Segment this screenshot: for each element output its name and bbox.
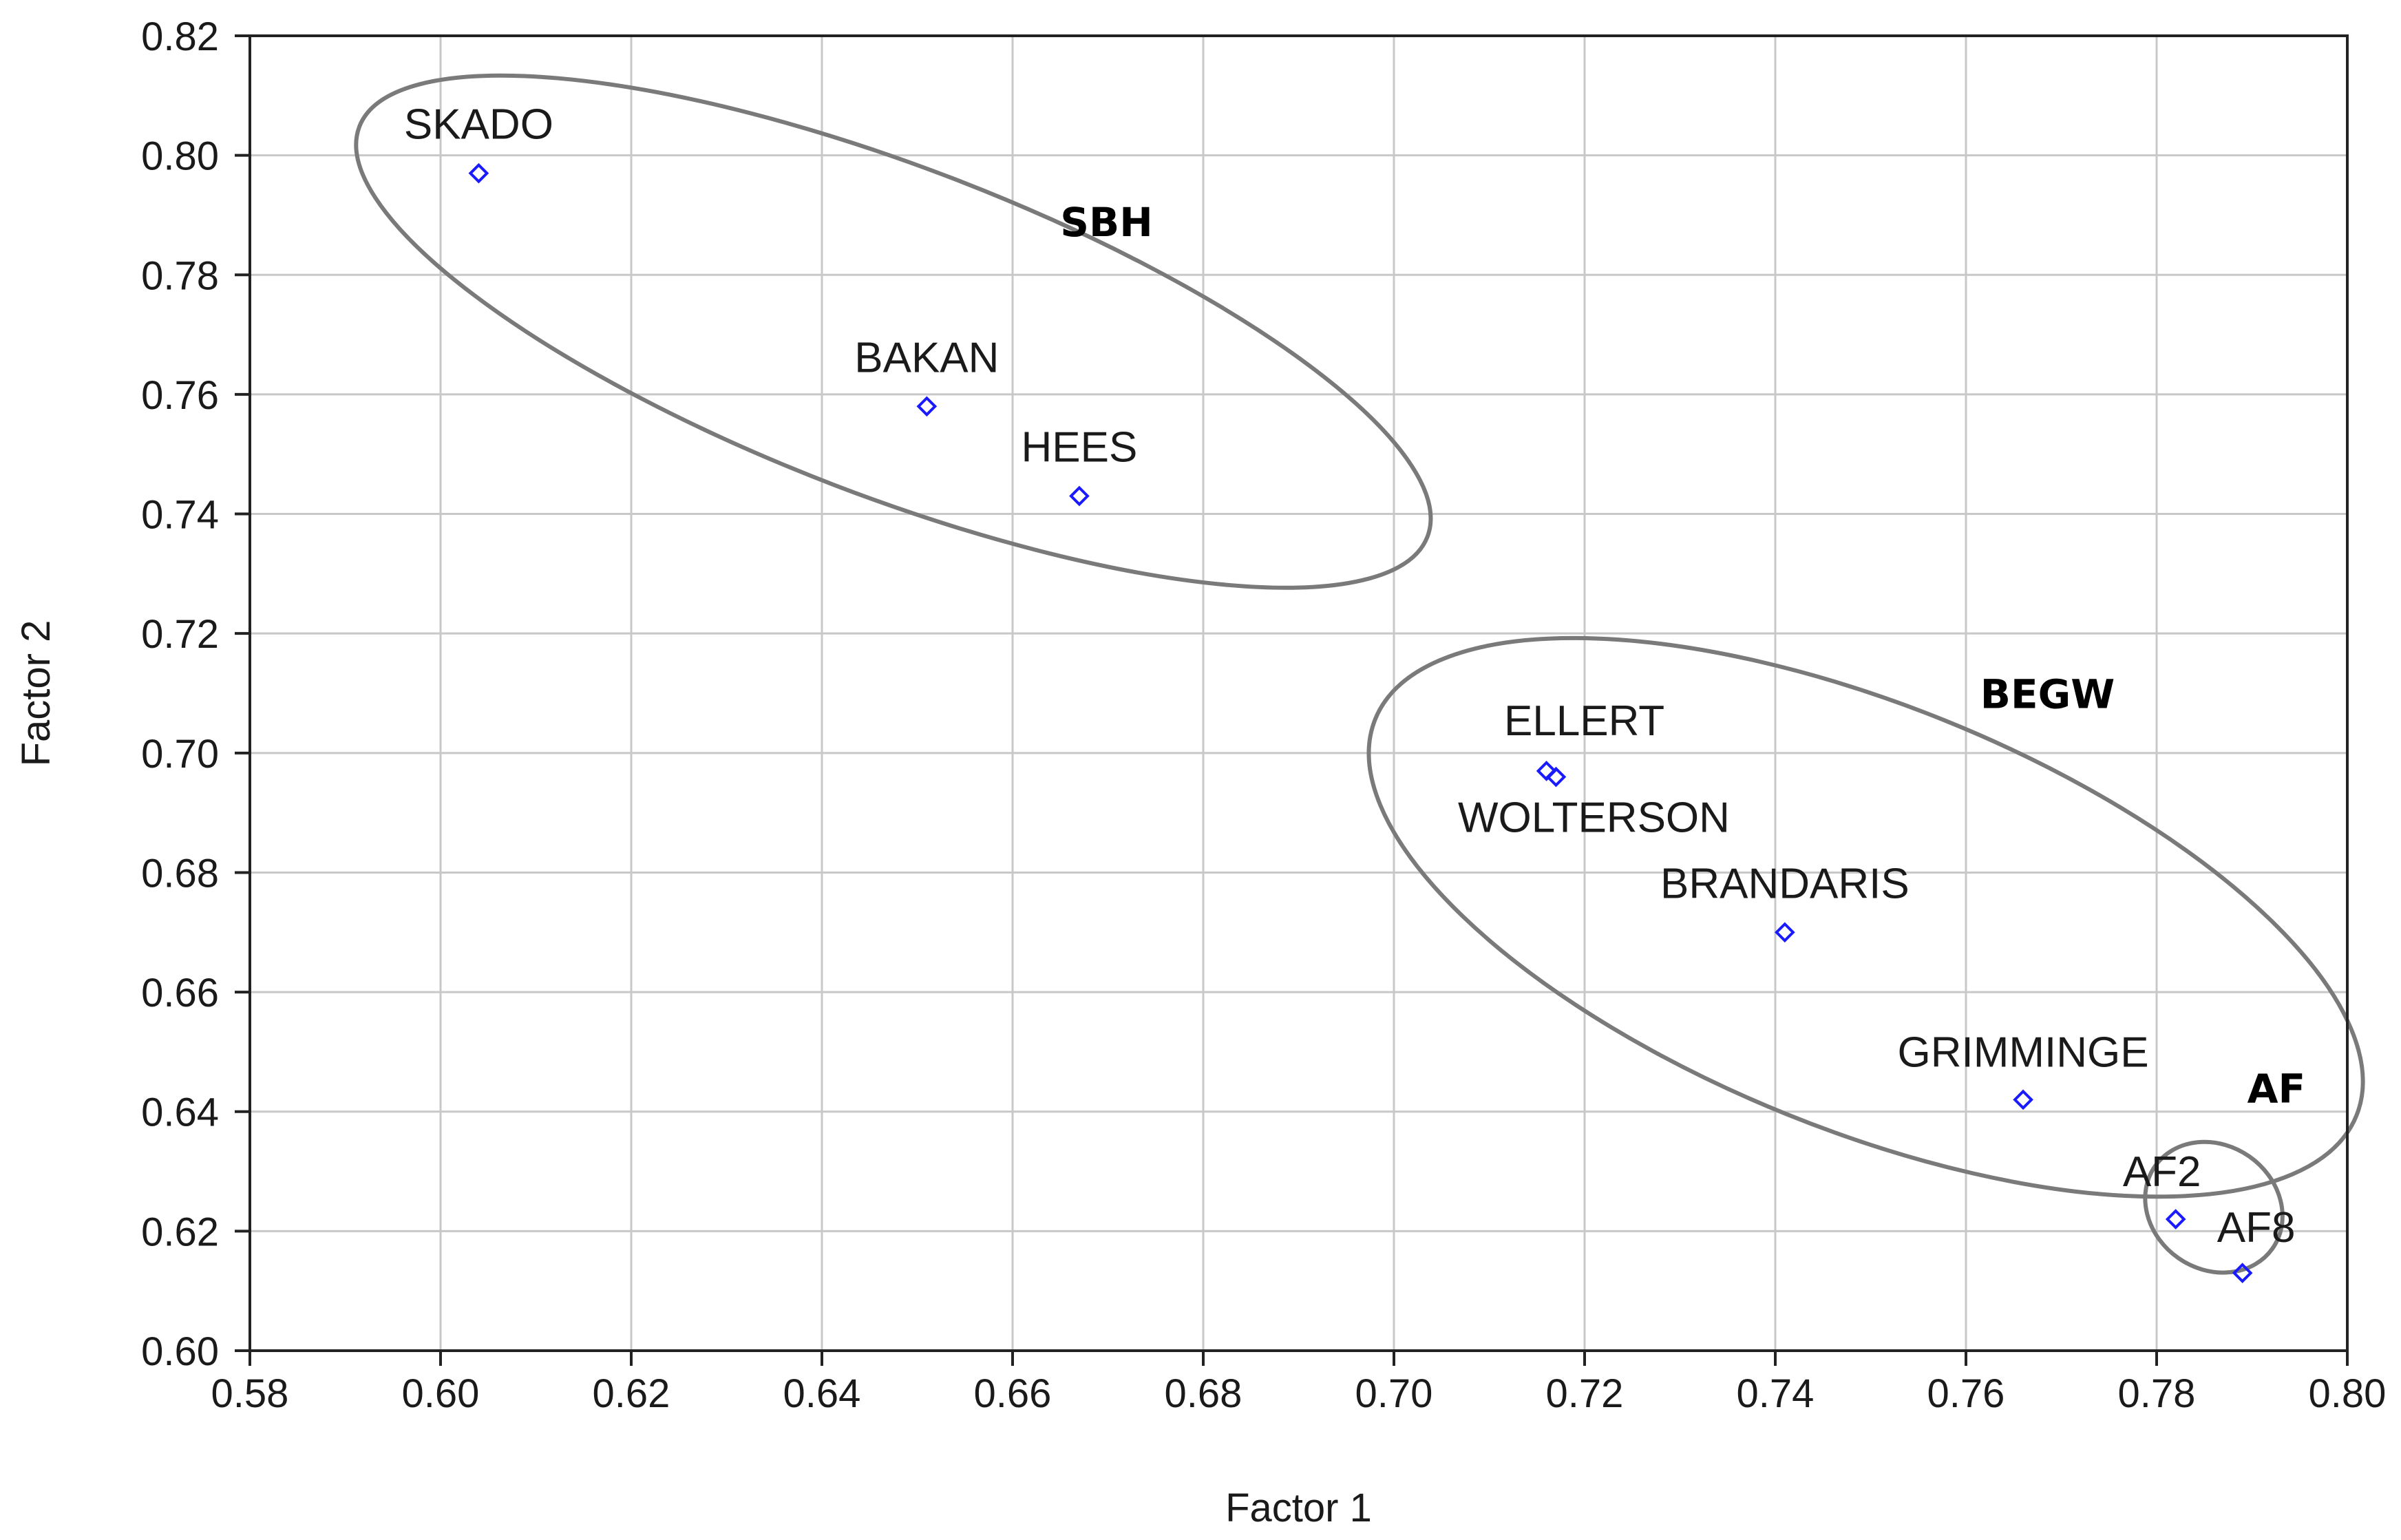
x-tick-label: 0.70 xyxy=(1355,1371,1433,1416)
x-tick-label: 0.68 xyxy=(1165,1371,1242,1416)
x-tick-label: 0.60 xyxy=(402,1371,480,1416)
x-tick-label: 0.64 xyxy=(783,1371,861,1416)
x-tick-label: 0.80 xyxy=(2309,1371,2387,1416)
marker-bakan xyxy=(916,396,938,417)
marker-skado xyxy=(468,162,489,184)
marker-grimminge xyxy=(2013,1089,2033,1110)
y-tick-label: 0.66 xyxy=(141,971,219,1015)
x-tick-label: 0.72 xyxy=(1546,1371,1624,1416)
group-ellipses xyxy=(354,73,2365,1275)
data-point-labels: SKADO BAKAN HEES ELLERT WOLTERSON BRANDARIS GR… xyxy=(404,101,2296,1252)
group-ellipse-begw xyxy=(1366,635,2365,1199)
marker-wolterson xyxy=(1545,766,1567,788)
y-tick-label: 0.72 xyxy=(141,612,219,657)
point-label-ellert: ELLERT xyxy=(1504,697,1664,745)
point-label-wolterson: WOLTERSON xyxy=(1458,794,1730,842)
y-axis-tick-labels: 0.60 0.62 0.64 0.66 0.68 0.70 0.72 0.74 0.76 0.78… xyxy=(141,14,219,1374)
marker-af8 xyxy=(2232,1263,2253,1283)
point-label-af2: AF2 xyxy=(2123,1148,2201,1196)
axis-ticks xyxy=(235,34,2349,1366)
y-tick-label: 0.60 xyxy=(141,1329,219,1374)
x-tick-label: 0.76 xyxy=(1927,1371,2005,1416)
point-label-af8: AF8 xyxy=(2217,1204,2296,1252)
marker-hees xyxy=(1069,485,1090,507)
y-tick-label: 0.80 xyxy=(141,134,219,179)
group-ellipse-af xyxy=(2143,1139,2285,1275)
marker-af2 xyxy=(2165,1209,2186,1230)
y-tick-label: 0.64 xyxy=(141,1090,219,1135)
point-label-brandaris: BRANDARIS xyxy=(1660,860,1910,907)
y-tick-label: 0.62 xyxy=(141,1210,219,1254)
x-tick-label: 0.66 xyxy=(974,1371,1052,1416)
y-tick-label: 0.76 xyxy=(141,373,219,418)
point-label-hees: HEES xyxy=(1022,424,1138,472)
point-label-bakan: BAKAN xyxy=(854,334,999,381)
x-tick-label: 0.74 xyxy=(1737,1371,1815,1416)
y-tick-label: 0.82 xyxy=(141,14,219,59)
plot-frame xyxy=(248,34,2349,1352)
group-ellipse-sbh xyxy=(354,73,1433,590)
x-tick-label: 0.58 xyxy=(211,1371,289,1416)
y-tick-label: 0.74 xyxy=(141,493,219,538)
x-axis-title: Factor 1 xyxy=(1225,1486,1372,1530)
x-axis-tick-labels: 0.58 0.60 0.62 0.64 0.66 0.68 0.70 0.72 0.74 0.76… xyxy=(211,1371,2387,1416)
y-tick-label: 0.68 xyxy=(141,851,219,896)
group-label-af: AF xyxy=(2247,1066,2306,1112)
group-labels: SBH BEGW AF xyxy=(1060,199,2305,1112)
x-tick-label: 0.62 xyxy=(593,1371,670,1416)
point-label-skado: SKADO xyxy=(404,101,553,149)
point-label-grimminge: GRIMMINGE xyxy=(1898,1029,2149,1076)
group-label-sbh: SBH xyxy=(1060,199,1153,246)
marker-ellert xyxy=(1536,761,1557,781)
y-tick-label: 0.78 xyxy=(141,253,219,298)
data-points xyxy=(468,162,2253,1283)
group-label-begw: BEGW xyxy=(1980,671,2115,718)
marker-brandaris xyxy=(1775,922,1795,943)
y-axis-title: Factor 2 xyxy=(14,620,59,767)
x-tick-label: 0.78 xyxy=(2118,1371,2196,1416)
y-tick-label: 0.70 xyxy=(141,732,219,777)
